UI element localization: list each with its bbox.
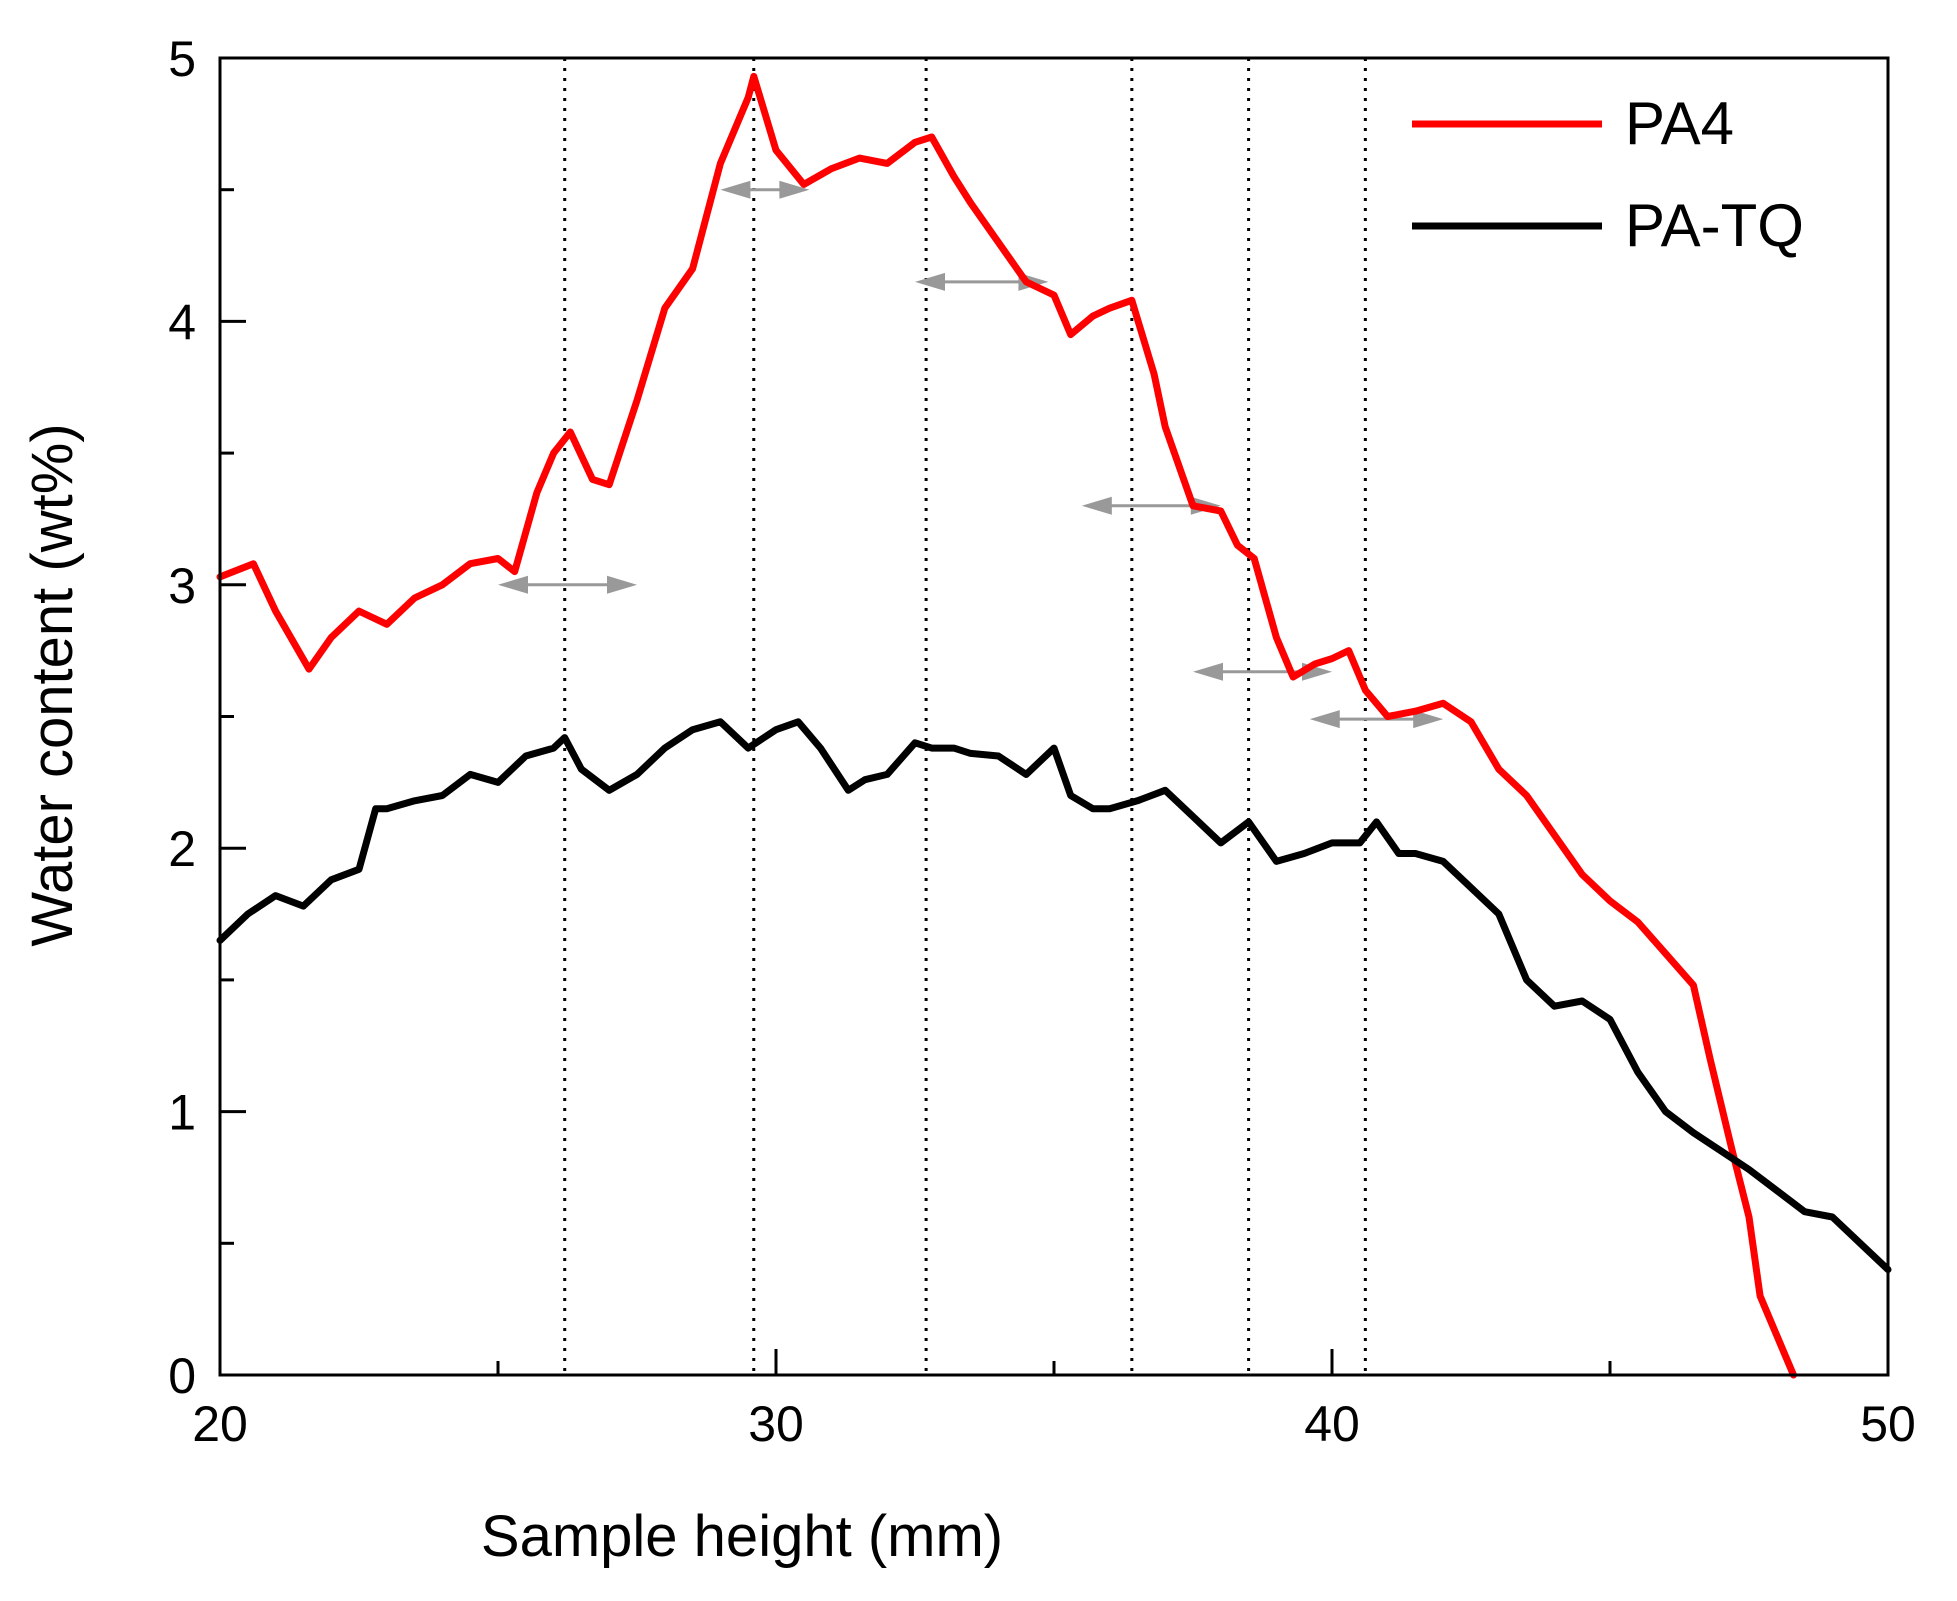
y-tick-label: 2 (168, 821, 196, 877)
y-tick-label: 1 (168, 1085, 196, 1141)
legend: PA4 PA-TQ (1412, 90, 1804, 259)
x-tick-label: 30 (748, 1396, 804, 1452)
legend-label-pa4: PA4 (1625, 90, 1734, 157)
y-tick-label: 0 (168, 1348, 196, 1404)
series-line-pa-tq (216, 718, 1892, 1274)
y-tick-label: 4 (168, 294, 196, 350)
x-tick-label: 20 (192, 1396, 248, 1452)
double-arrow-5 (1309, 710, 1444, 729)
series-lines (216, 72, 1892, 1379)
series-line-pa4 (216, 72, 1797, 1379)
x-tick-label: 40 (1304, 1396, 1360, 1452)
double-arrow-0 (498, 575, 637, 594)
x-tick-label: 50 (1860, 1396, 1916, 1452)
y-tick-label: 5 (168, 31, 196, 87)
double-arrow-1 (720, 180, 810, 199)
legend-label-pa-tq: PA-TQ (1625, 192, 1804, 259)
tick-labels: 20 30 40 50 0 1 2 3 4 5 (168, 31, 1916, 1452)
y-axis-title: Water content (wt%) (20, 423, 85, 946)
annotations (498, 58, 1444, 1375)
axis-ticks (218, 56, 1890, 1377)
x-axis-title: Sample height (mm) (481, 1504, 1003, 1569)
y-tick-label: 3 (168, 558, 196, 614)
